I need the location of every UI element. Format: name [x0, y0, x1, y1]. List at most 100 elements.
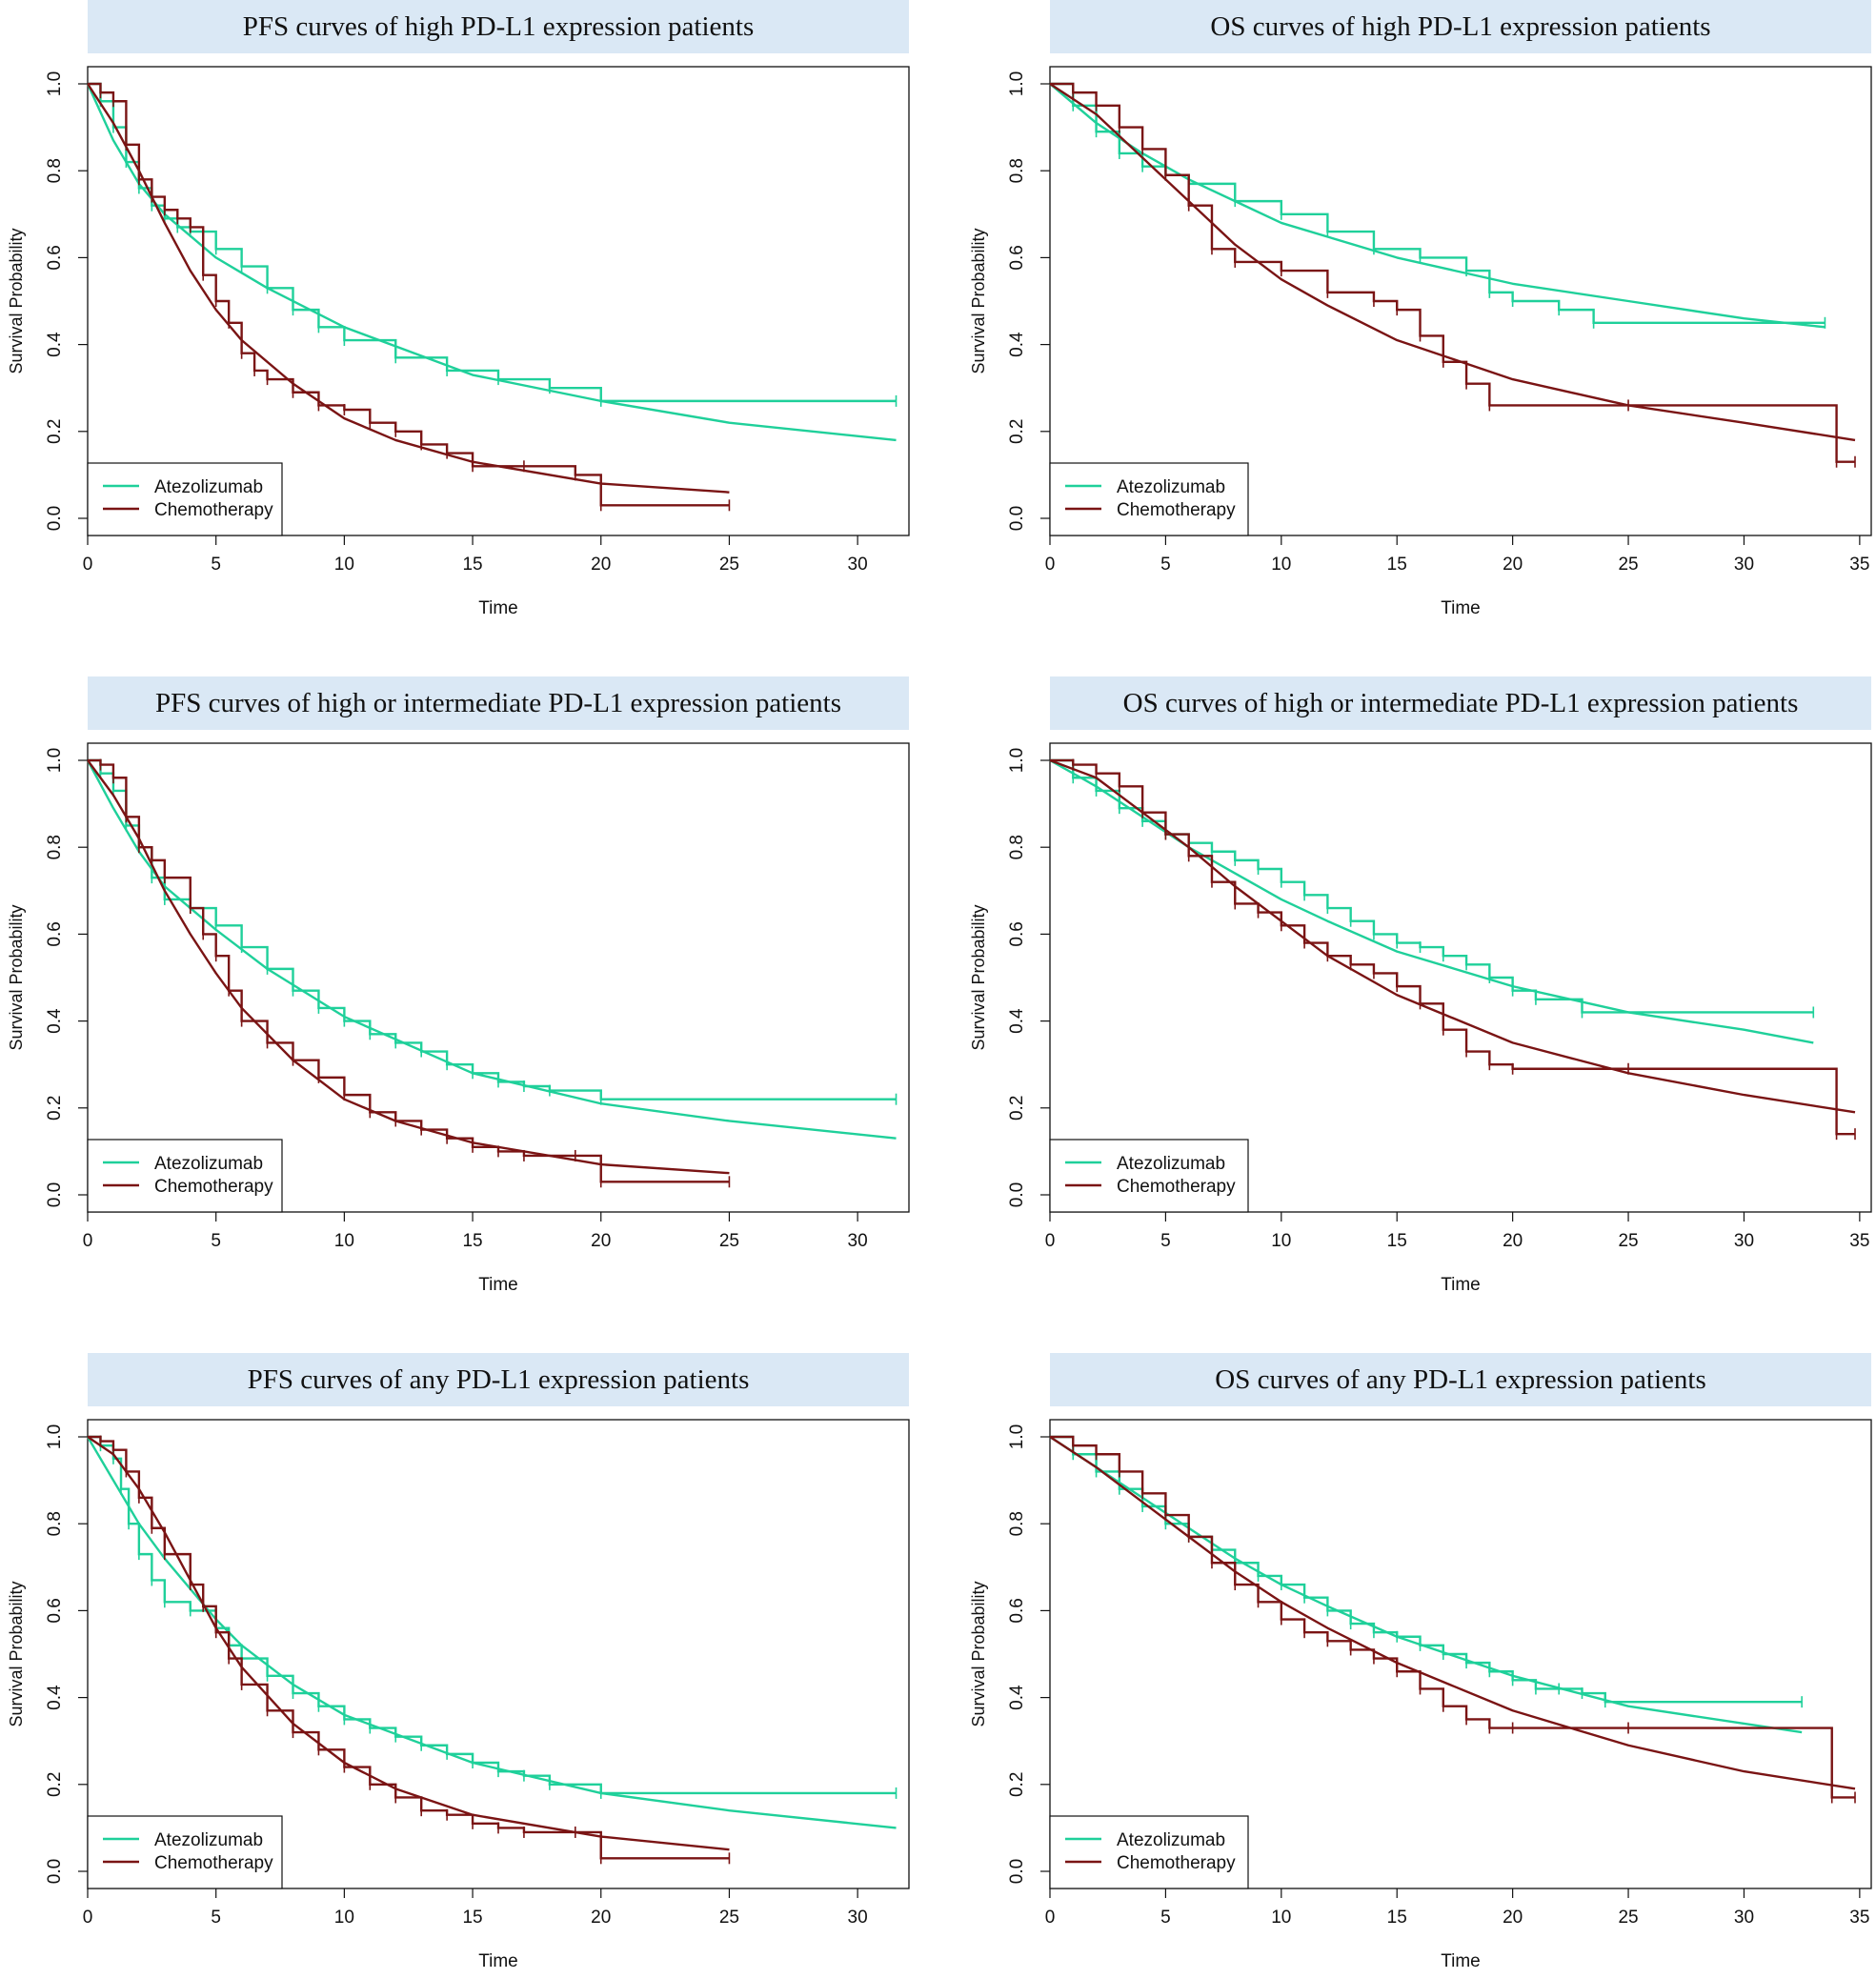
y-axis-label: Survival Probability	[969, 1581, 988, 1727]
x-tick-label: 0	[1045, 555, 1056, 575]
chemotherapy-fitted-curve	[86, 83, 730, 494]
x-tick-label: 20	[1503, 1908, 1523, 1928]
y-tick-label: 0.8	[1007, 835, 1027, 859]
y-tick-label: 0.8	[1007, 1511, 1027, 1536]
x-tick-label: 10	[334, 555, 354, 575]
legend-label-atezolizumab: Atezolizumab	[1117, 477, 1225, 497]
atezolizumab-km-step-line	[1050, 758, 1814, 1014]
y-tick-label: 0.4	[1007, 332, 1027, 357]
x-axis-label: Time	[1441, 598, 1481, 618]
pfs-high-chart: 0 5 10 15 20 25 30 Time 0.0 0.2 0.4 0.6 0.8 1.0 Surviv…	[7, 66, 910, 618]
y-tick-label: 1.0	[45, 71, 65, 96]
atezolizumab-km-step-line	[88, 758, 897, 1101]
y-tick-label: 0.8	[45, 835, 65, 859]
x-tick-label: 25	[1618, 1231, 1638, 1251]
x-tick-label: 35	[1849, 555, 1869, 575]
x-tick-label: 20	[591, 555, 611, 575]
x-tick-label: 15	[462, 1908, 482, 1928]
y-tick-label: 0.4	[45, 332, 65, 357]
legend-label-chemotherapy: Chemotherapy	[1117, 1853, 1236, 1873]
x-tick-label: 30	[1734, 1231, 1754, 1251]
x-tick-label: 25	[719, 1231, 739, 1251]
legend-label-atezolizumab: Atezolizumab	[154, 477, 263, 497]
x-axis-label: Time	[1441, 1275, 1481, 1295]
chemotherapy-km-step-line	[1050, 82, 1856, 463]
legend-label-chemotherapy: Chemotherapy	[1117, 1177, 1236, 1197]
x-tick-label: 5	[1160, 1231, 1171, 1251]
x-tick-label: 25	[1618, 555, 1638, 575]
chemotherapy-km-step-line	[88, 82, 730, 507]
x-axis-label: Time	[478, 598, 518, 618]
y-tick-label: 0.2	[45, 1772, 65, 1797]
panel-os-high: OS curves of high PD-L1 expression patie…	[960, 0, 1876, 657]
x-tick-label: 10	[334, 1231, 354, 1251]
legend-box	[1049, 462, 1249, 536]
legend-label-atezolizumab: Atezolizumab	[154, 1154, 263, 1174]
x-tick-label: 35	[1849, 1231, 1869, 1251]
y-tick-label: 0.2	[1007, 419, 1027, 444]
x-tick-label: 5	[1160, 555, 1171, 575]
panel-os-any: OS curves of any PD-L1 expression patien…	[960, 1353, 1876, 1979]
y-axis-label: Survival Probability	[7, 904, 26, 1050]
x-tick-label: 10	[334, 1908, 354, 1928]
atezolizumab-km-step-line	[1050, 1435, 1803, 1704]
y-tick-label: 1.0	[45, 1424, 65, 1449]
x-tick-label: 25	[719, 555, 739, 575]
chemotherapy-fitted-curve	[87, 1436, 730, 1851]
pfs-high-intermediate-chart: 0 5 10 15 20 25 30 Time 0.0 0.2 0.4 0.6 0.8 1.0 Surviv…	[7, 742, 910, 1295]
x-tick-label: 10	[1271, 1908, 1291, 1928]
x-tick-label: 15	[1387, 555, 1407, 575]
legend-label-atezolizumab: Atezolizumab	[154, 1830, 263, 1850]
x-tick-label: 30	[848, 1231, 868, 1251]
y-tick-label: 0.6	[1007, 1598, 1027, 1623]
y-tick-label: 0.4	[45, 1008, 65, 1034]
x-tick-label: 5	[1160, 1908, 1171, 1928]
x-axis-label: Time	[478, 1275, 518, 1295]
chemotherapy-km-step-line	[88, 1435, 730, 1860]
x-axis-label: Time	[1441, 1951, 1481, 1971]
plot-frame	[1049, 742, 1872, 1213]
legend-label-chemotherapy: Chemotherapy	[154, 500, 273, 520]
atezolizumab-fitted-curve	[86, 83, 897, 442]
y-tick-label: 0.6	[45, 1598, 65, 1623]
x-tick-label: 20	[591, 1908, 611, 1928]
chemotherapy-fitted-curve	[1049, 758, 1856, 1114]
y-tick-label: 0.2	[1007, 1772, 1027, 1797]
chemotherapy-fitted-curve	[1049, 82, 1856, 442]
y-tick-label: 0.0	[1007, 1182, 1027, 1207]
x-tick-label: 25	[1618, 1908, 1638, 1928]
x-tick-label: 0	[83, 1231, 93, 1251]
x-tick-label: 30	[1734, 555, 1754, 575]
y-tick-label: 0.0	[45, 506, 65, 531]
atezolizumab-fitted-curve	[1049, 1435, 1803, 1734]
x-tick-label: 15	[1387, 1231, 1407, 1251]
y-tick-label: 0.4	[1007, 1685, 1027, 1710]
legend-box	[1049, 1815, 1249, 1889]
pfs-any-chart: 0 5 10 15 20 25 30 Time 0.0 0.2 0.4 0.6 0.8 1.0 Surviv…	[7, 1419, 910, 1971]
x-tick-label: 20	[1503, 555, 1523, 575]
y-axis-label: Survival Probability	[969, 904, 988, 1050]
x-tick-label: 5	[211, 555, 221, 575]
y-tick-label: 0.6	[45, 921, 65, 946]
atezolizumab-km-step-line	[88, 82, 897, 403]
y-tick-label: 0.8	[1007, 158, 1027, 183]
plot-frame	[87, 1419, 910, 1889]
legend-label-chemotherapy: Chemotherapy	[154, 1853, 273, 1873]
y-tick-label: 0.2	[45, 1096, 65, 1121]
legend-label-atezolizumab: Atezolizumab	[1117, 1154, 1225, 1174]
x-tick-label: 20	[1503, 1231, 1523, 1251]
x-tick-label: 15	[462, 1231, 482, 1251]
os-high-intermediate-chart: 0 5 10 15 20 25 30 35 Time 0.0 0.2 0.4 0.6 0.8 1.0 Surv…	[969, 742, 1872, 1295]
chemotherapy-km-step-line	[1050, 1435, 1856, 1799]
plot-frame	[1049, 1419, 1872, 1889]
y-tick-label: 0.8	[45, 158, 65, 183]
x-tick-label: 0	[1045, 1231, 1056, 1251]
chemotherapy-km-step-line	[1050, 758, 1856, 1136]
y-tick-label: 0.6	[1007, 921, 1027, 946]
x-tick-label: 25	[719, 1908, 739, 1928]
panel-pfs-high: PFS curves of high PD-L1 expression pati…	[0, 0, 938, 657]
os-any-chart: 0 5 10 15 20 25 30 35 Time 0.0 0.2 0.4 0.6 0.8 1.0 Surv…	[969, 1419, 1872, 1971]
x-tick-label: 30	[848, 555, 868, 575]
atezolizumab-fitted-curve	[86, 759, 897, 1140]
